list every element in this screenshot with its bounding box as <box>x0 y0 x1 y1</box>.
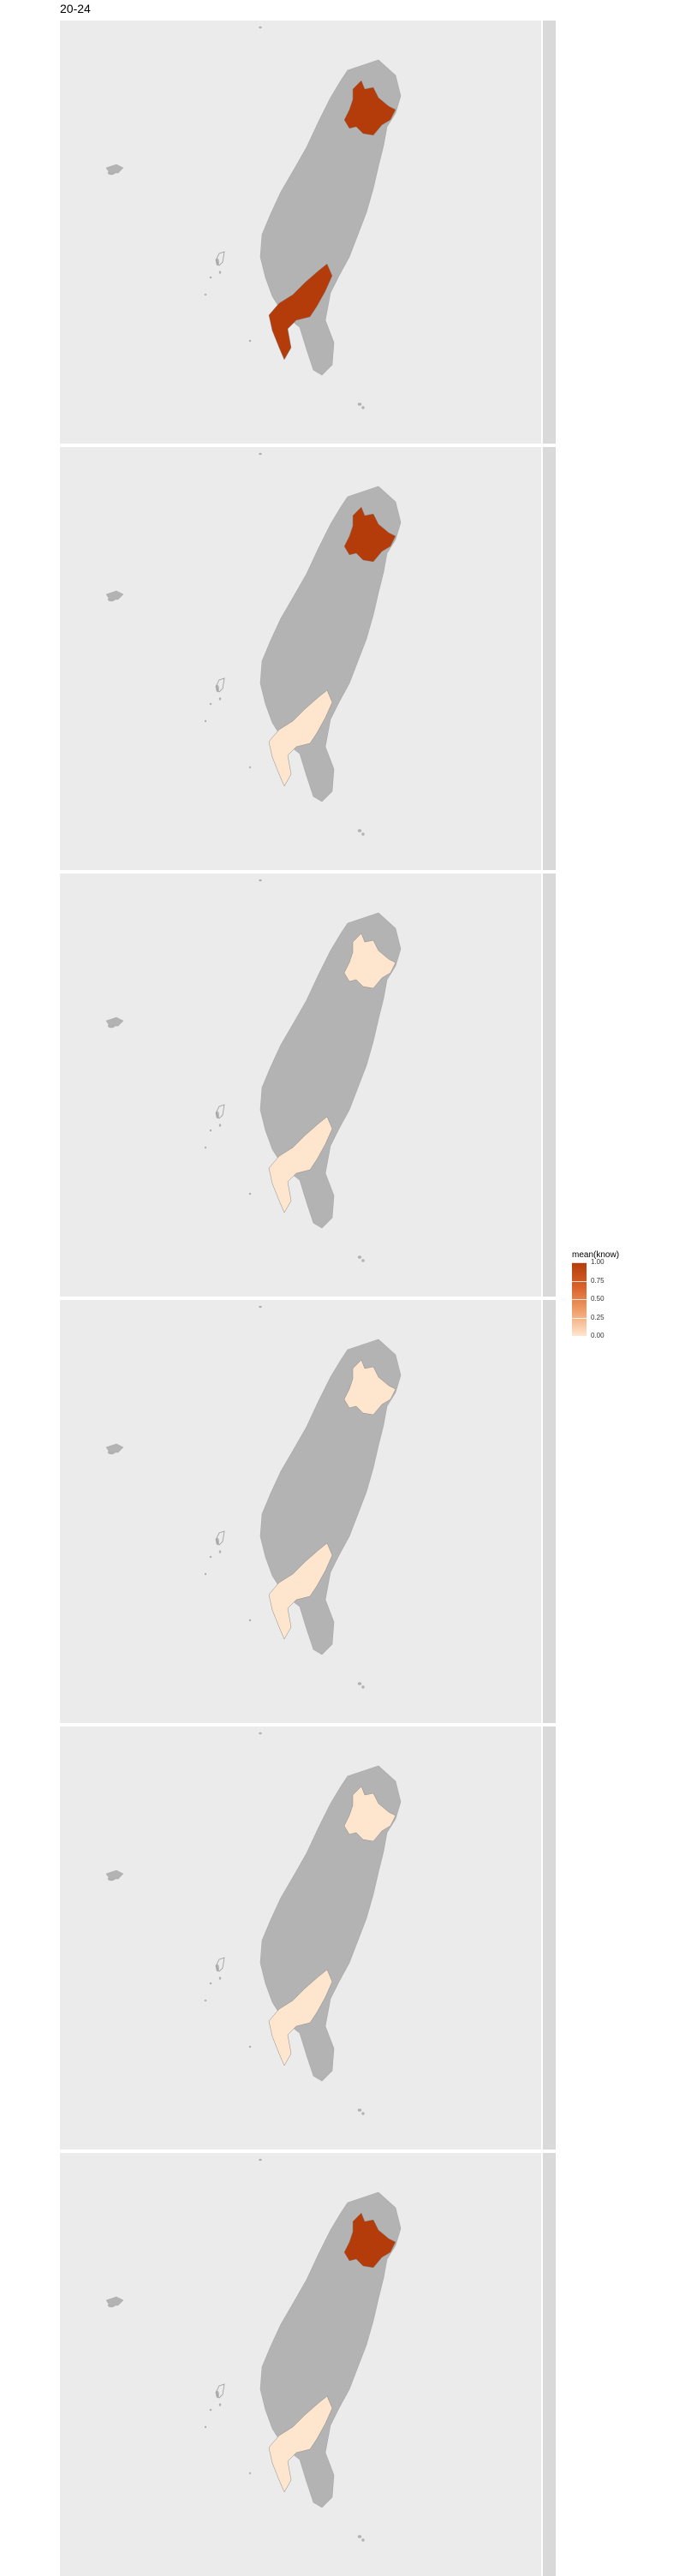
island <box>218 1550 222 1553</box>
facet-strip <box>543 447 556 870</box>
facet-strip <box>543 874 556 1297</box>
taiwan-map <box>105 2158 402 2542</box>
island <box>248 2472 252 2475</box>
region-tainan-kaohsiung <box>268 689 333 787</box>
island <box>204 719 207 723</box>
island <box>218 1124 222 1127</box>
legend-tick-label: 0.25 <box>591 1313 605 1321</box>
taiwan-map <box>105 26 402 409</box>
island <box>361 406 365 409</box>
island <box>357 1255 362 1259</box>
legend-tick-label: 0.75 <box>591 1276 605 1285</box>
island <box>357 2108 362 2112</box>
island-penghu <box>105 1443 124 1453</box>
island-outline <box>215 1957 225 1972</box>
island <box>218 1977 222 1980</box>
region-taipei-newtaipei <box>343 2212 396 2269</box>
facet-strip <box>543 2153 556 2576</box>
island-penghu <box>105 590 124 600</box>
island-outline <box>215 1104 225 1119</box>
island <box>248 1619 252 1622</box>
island <box>209 2408 212 2412</box>
legend: mean(know) 1.00 0.75 0.50 0.25 0.00 <box>572 1250 675 1339</box>
island <box>361 1685 365 1689</box>
island <box>218 271 222 274</box>
facet-strip <box>543 21 556 444</box>
map-panel <box>60 1726 541 2150</box>
island <box>218 697 222 701</box>
map-panel <box>60 2153 541 2576</box>
legend-tick-mark <box>572 1262 587 1263</box>
taiwan-map <box>105 452 402 836</box>
map-panel <box>60 21 541 444</box>
legend-tick-mark <box>572 1317 587 1319</box>
island <box>259 452 262 456</box>
legend-tick-label: 0.00 <box>591 1332 605 1339</box>
taiwan-map <box>105 1305 402 1689</box>
island <box>259 879 262 882</box>
island <box>204 293 207 296</box>
island <box>361 2112 365 2115</box>
island <box>259 1305 262 1309</box>
island <box>259 1732 262 1735</box>
island <box>248 1192 252 1196</box>
island <box>204 1146 207 1149</box>
map-panel <box>60 447 541 870</box>
island <box>357 1682 362 1685</box>
island <box>204 1999 207 2002</box>
region-tainan-kaohsiung <box>268 2395 333 2493</box>
island <box>248 339 252 343</box>
map-panel <box>60 1300 541 1723</box>
island <box>259 2158 262 2162</box>
island <box>361 832 365 836</box>
island-penghu <box>105 164 124 174</box>
island <box>357 829 362 832</box>
island-outline <box>215 1530 225 1546</box>
island <box>204 2425 207 2429</box>
island-penghu <box>105 1869 124 1880</box>
region-tainan-kaohsiung <box>268 1116 333 1213</box>
island <box>361 2538 365 2542</box>
island <box>209 276 212 279</box>
island <box>204 1572 207 1576</box>
region-taipei-newtaipei <box>343 80 396 136</box>
island <box>361 1259 365 1262</box>
legend-tick-label: 1.00 <box>591 1258 605 1266</box>
island <box>357 402 362 406</box>
island <box>357 2535 362 2538</box>
island-outline <box>215 2383 225 2399</box>
legend-title: mean(know) <box>572 1250 620 1260</box>
island <box>209 1555 212 1559</box>
region-taipei-newtaipei <box>343 933 396 989</box>
map-panel <box>60 874 541 1297</box>
island <box>209 702 212 706</box>
taiwan-map <box>105 879 402 1262</box>
island-outline <box>215 677 225 693</box>
taiwan-map <box>105 1732 402 2115</box>
island <box>259 26 262 29</box>
island <box>209 1982 212 1985</box>
island <box>209 1129 212 1132</box>
island <box>248 2045 252 2048</box>
region-taipei-newtaipei <box>343 1786 396 1842</box>
region-tainan-kaohsiung <box>268 1969 333 2066</box>
region-tainan-kaohsiung <box>268 263 333 361</box>
legend-tick-mark <box>572 1336 587 1337</box>
plot-title: 20-24 <box>60 2 91 15</box>
island <box>218 2403 222 2406</box>
island <box>248 766 252 769</box>
region-taipei-newtaipei <box>343 506 396 563</box>
region-tainan-kaohsiung <box>268 1542 333 1640</box>
legend-tick-label: 0.50 <box>591 1295 605 1303</box>
facet-strip <box>543 1300 556 1723</box>
legend-tick-mark <box>572 1280 587 1282</box>
island-penghu <box>105 1017 124 1027</box>
legend-tick-mark <box>572 1299 587 1300</box>
island-penghu <box>105 2296 124 2306</box>
island-outline <box>215 251 225 266</box>
region-taipei-newtaipei <box>343 1359 396 1416</box>
facet-strip <box>543 1726 556 2150</box>
